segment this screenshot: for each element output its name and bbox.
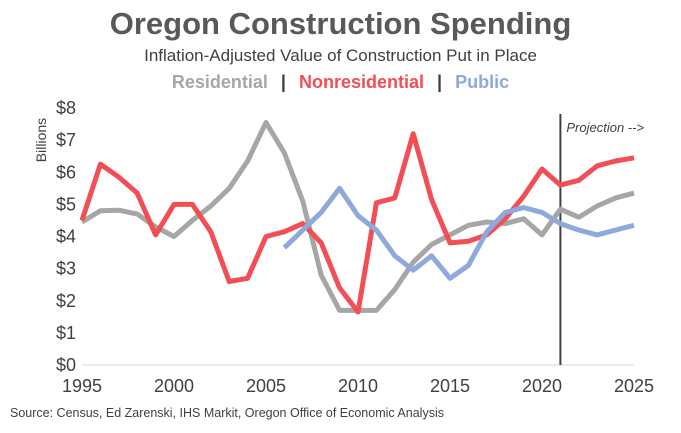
y-axis-label: Billions: [33, 118, 49, 162]
y-tick-label: $7: [56, 130, 76, 150]
x-tick-label: 1995: [62, 376, 102, 396]
legend-public: Public: [455, 72, 510, 92]
chart-subtitle: Inflation-Adjusted Value of Construction…: [144, 46, 537, 65]
projection-annotation: Projection -->: [566, 120, 644, 135]
y-tick-label: $5: [56, 194, 76, 214]
series-line-public: [282, 185, 635, 281]
x-tick-label: 2010: [338, 376, 378, 396]
legend-separator: |: [437, 72, 443, 92]
source-note: Source: Census, Ed Zarenski, IHS Markit,…: [10, 406, 444, 420]
y-tick-label: $6: [56, 162, 76, 182]
x-tick-label: 2025: [614, 376, 654, 396]
y-tick-label: $0: [56, 355, 76, 375]
y-tick-label: $4: [56, 227, 76, 247]
x-tick-label: 2005: [246, 376, 286, 396]
y-tick-label: $8: [56, 98, 76, 118]
y-tick-label: $2: [56, 291, 76, 311]
x-tick-label: 2020: [522, 376, 562, 396]
chart-title: Oregon Construction Spending: [109, 6, 572, 41]
legend-separator: |: [280, 72, 286, 92]
y-tick-label: $1: [56, 323, 76, 343]
legend-nonresidential: Nonresidential: [298, 72, 425, 92]
y-tick-label: $3: [56, 259, 76, 279]
x-tick-label: 2000: [154, 376, 194, 396]
legend-residential: Residential: [171, 72, 268, 92]
x-tick-label: 2015: [430, 376, 470, 396]
legend: Residential | Nonresidential | Public: [0, 72, 681, 93]
series-line-nonresidential: [79, 131, 635, 315]
